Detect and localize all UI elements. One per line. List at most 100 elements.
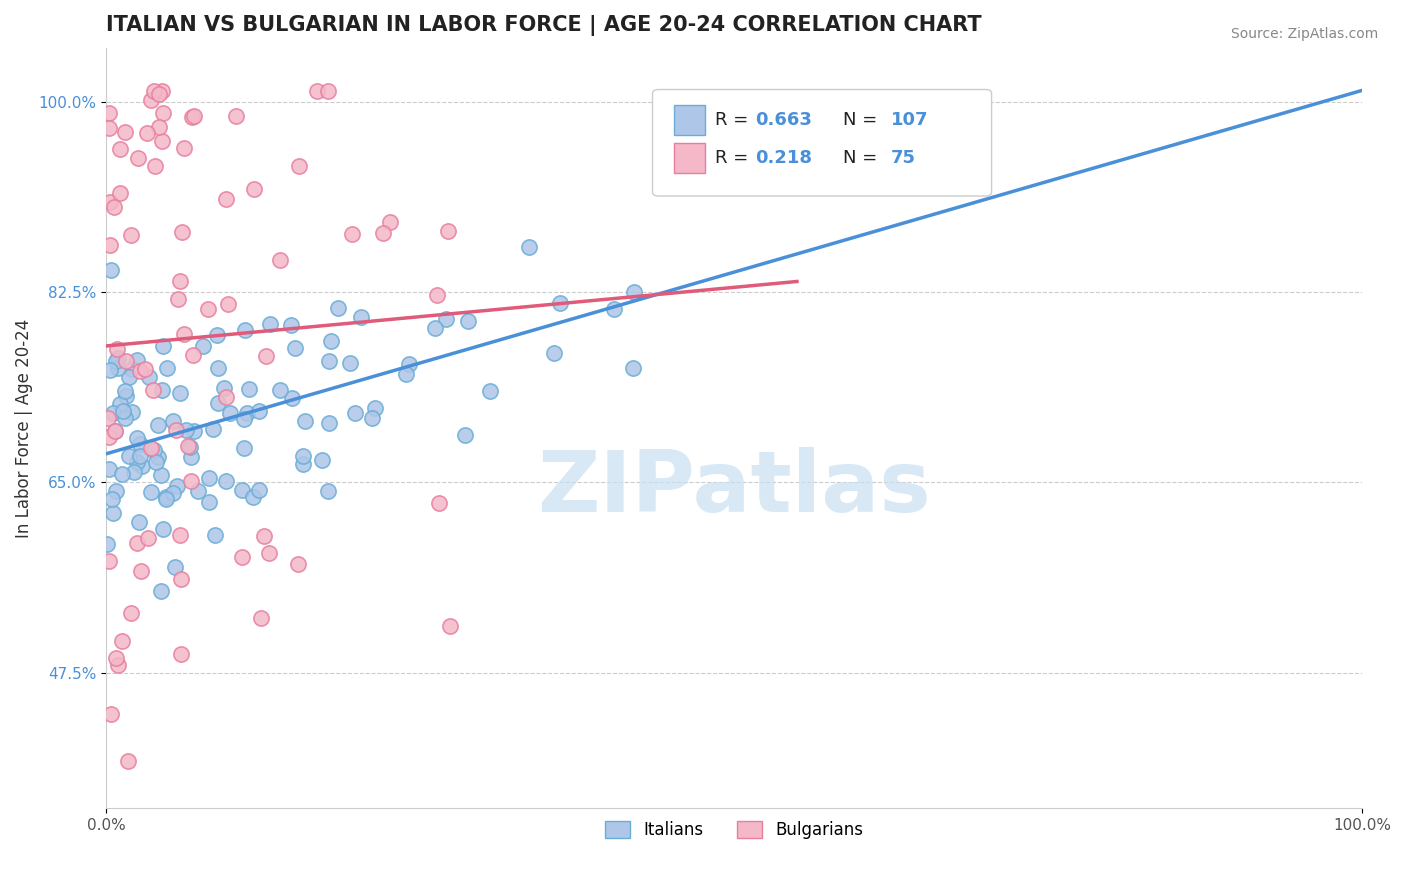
Point (269, 253, 291, 268)
Point (125, 535, 148, 549)
Point (115, 354, 138, 368)
Point (108, 186, 131, 200)
Point (233, 323, 256, 337)
Point (125, 455, 148, 469)
Point (183, 109, 205, 123)
Point (350, 310, 373, 324)
Point (623, 285, 645, 299)
Point (180, 474, 202, 488)
Point (128, 516, 150, 530)
Point (134, 362, 156, 376)
Point (318, 354, 340, 368)
Point (281, 391, 304, 405)
Legend: Italians, Bulgarians: Italians, Bulgarians (599, 814, 870, 846)
Point (118, 449, 141, 463)
Point (427, 496, 450, 510)
Point (169, 274, 191, 288)
Point (107, 360, 129, 375)
FancyBboxPatch shape (652, 89, 991, 196)
Point (269, 383, 291, 397)
Text: 0.663: 0.663 (755, 111, 813, 129)
Text: Source: ZipAtlas.com: Source: ZipAtlas.com (1230, 27, 1378, 41)
Point (316, 84, 339, 98)
Point (136, 531, 159, 545)
Point (149, 584, 172, 599)
Point (105, 354, 128, 368)
Point (344, 406, 367, 420)
Point (105, 343, 128, 357)
Point (111, 467, 134, 481)
Point (103, 201, 125, 215)
Point (142, 84, 165, 98)
Point (243, 182, 266, 196)
Point (100, 492, 122, 507)
Point (603, 301, 626, 316)
Point (139, 93, 162, 107)
Point (141, 485, 163, 500)
Point (115, 388, 138, 402)
Point (361, 410, 384, 425)
Point (548, 296, 571, 310)
Point (425, 288, 447, 302)
Point (205, 328, 228, 343)
Point (104, 424, 127, 438)
Point (96, 536, 118, 550)
Text: R =: R = (716, 149, 754, 167)
Point (748, 136, 770, 150)
Point (307, 84, 329, 98)
Point (107, 351, 129, 366)
Point (129, 564, 152, 578)
Point (254, 349, 277, 363)
Point (231, 483, 253, 498)
Point (165, 423, 187, 437)
Point (214, 475, 236, 489)
Point (145, 455, 167, 469)
Point (173, 141, 195, 155)
Point (150, 135, 173, 149)
Point (177, 439, 200, 453)
Point (100, 263, 122, 277)
Point (217, 297, 239, 311)
Point (287, 557, 309, 571)
Point (163, 559, 186, 574)
Point (198, 471, 221, 485)
Point (97, 120, 120, 135)
Point (250, 610, 273, 624)
Point (148, 87, 170, 102)
Point (143, 442, 166, 457)
Point (326, 301, 349, 315)
Text: 107: 107 (891, 111, 928, 129)
Point (150, 468, 173, 483)
Point (238, 383, 260, 397)
Point (135, 126, 157, 140)
Point (259, 317, 281, 331)
Point (114, 125, 136, 139)
FancyBboxPatch shape (673, 104, 706, 136)
Point (339, 356, 361, 370)
Point (371, 226, 394, 240)
Point (114, 384, 136, 398)
Point (257, 546, 280, 560)
Text: ITALIAN VS BULGARIAN IN LABOR FORCE | AGE 20-24 CORRELATION CHART: ITALIAN VS BULGARIAN IN LABOR FORCE | AG… (107, 15, 981, 36)
Point (198, 495, 221, 509)
Point (294, 414, 316, 428)
Point (434, 312, 457, 326)
Point (152, 84, 174, 98)
Point (146, 450, 169, 465)
Point (180, 450, 202, 464)
Point (454, 428, 477, 442)
Point (97, 411, 120, 425)
Point (236, 406, 259, 420)
Point (207, 361, 229, 376)
Point (172, 225, 194, 239)
Point (100, 707, 122, 722)
Point (105, 651, 128, 665)
Point (181, 348, 204, 362)
Point (423, 321, 446, 335)
Point (179, 440, 201, 454)
Point (283, 341, 305, 355)
Point (398, 357, 420, 371)
Point (191, 339, 214, 353)
Point (204, 528, 226, 542)
Point (292, 449, 315, 463)
